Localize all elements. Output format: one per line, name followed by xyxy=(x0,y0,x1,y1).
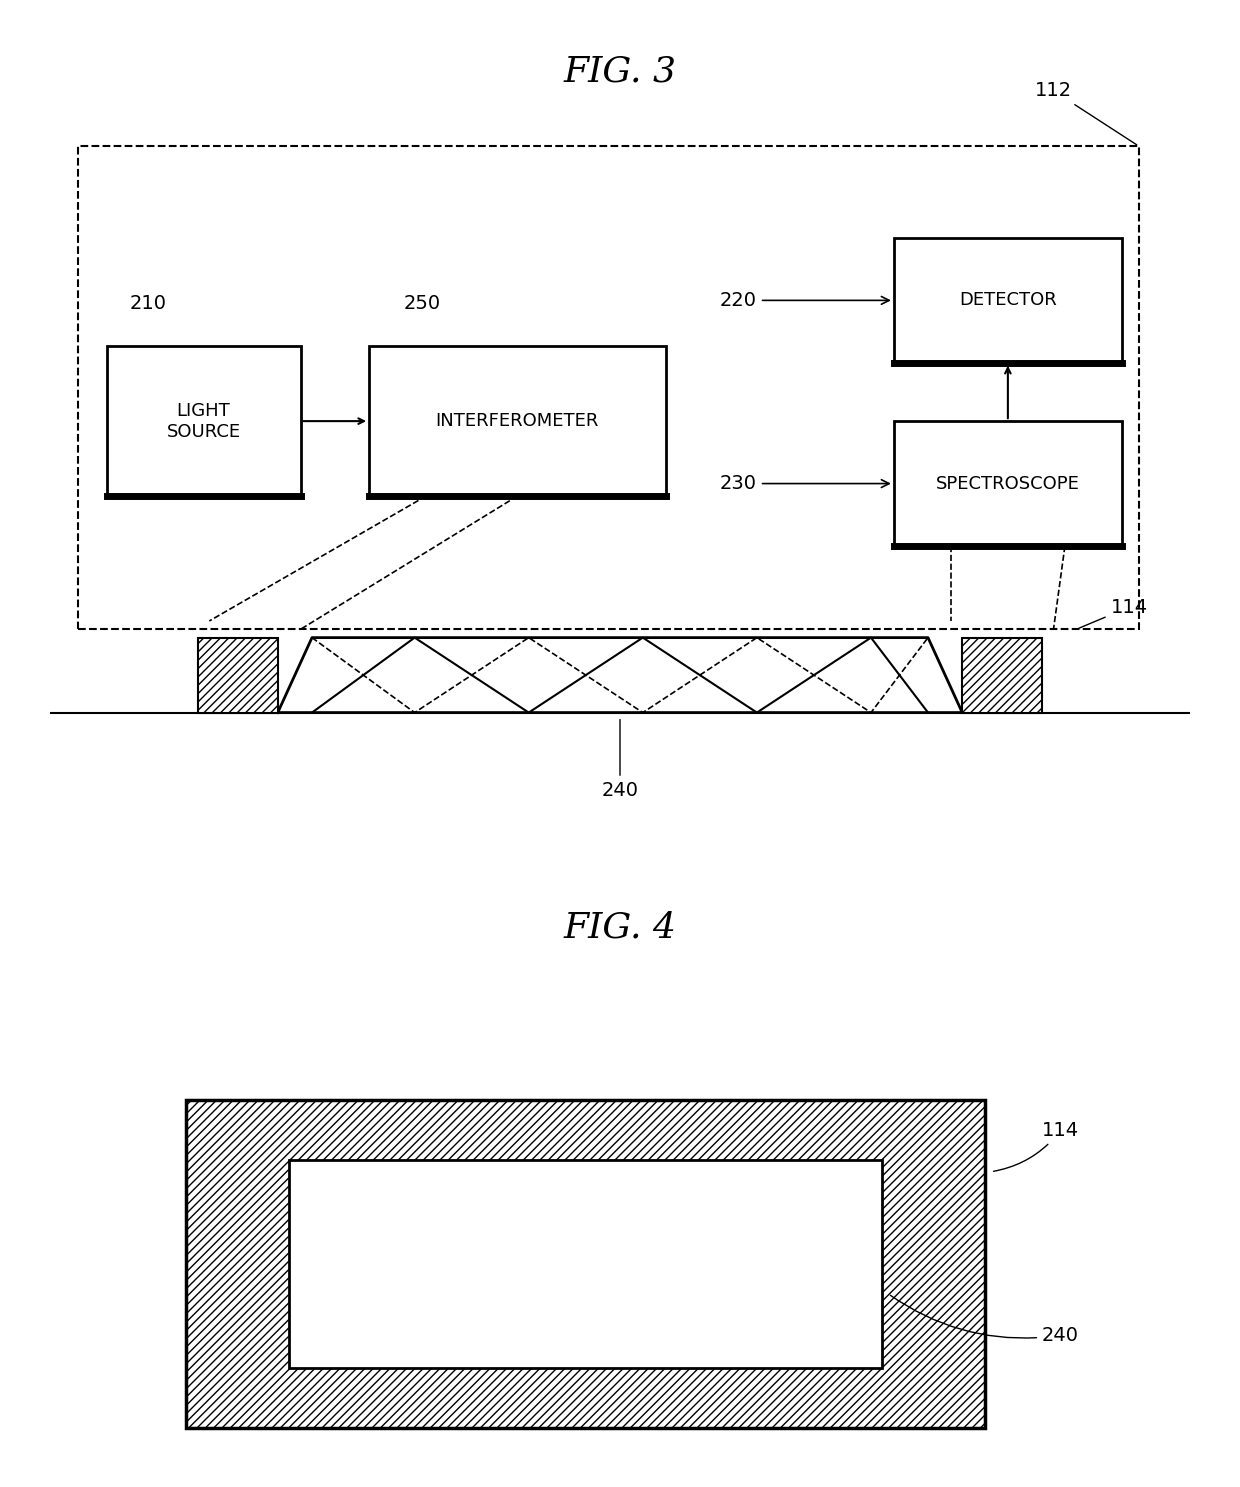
Text: 114: 114 xyxy=(993,1121,1079,1172)
Bar xyxy=(894,421,1122,546)
Bar xyxy=(78,146,1140,629)
Bar xyxy=(370,346,666,497)
Text: FIG. 3: FIG. 3 xyxy=(563,55,677,89)
Text: FIG. 4: FIG. 4 xyxy=(563,910,677,944)
Text: 112: 112 xyxy=(1035,82,1137,144)
Text: SPECTROSCOPE: SPECTROSCOPE xyxy=(936,474,1080,492)
Text: 210: 210 xyxy=(129,294,166,312)
Bar xyxy=(289,1160,883,1368)
Text: 250: 250 xyxy=(403,294,440,312)
Bar xyxy=(962,638,1042,712)
Bar xyxy=(894,238,1122,363)
Text: 240: 240 xyxy=(601,720,639,800)
Polygon shape xyxy=(278,638,962,712)
Text: 230: 230 xyxy=(720,474,889,494)
Text: 240: 240 xyxy=(890,1295,1079,1344)
Text: 114: 114 xyxy=(1079,598,1148,628)
Bar xyxy=(107,346,300,497)
Text: INTERFEROMETER: INTERFEROMETER xyxy=(435,412,599,430)
Bar xyxy=(198,638,278,712)
Text: LIGHT
SOURCE: LIGHT SOURCE xyxy=(166,401,241,440)
Bar xyxy=(186,1100,985,1428)
Text: 220: 220 xyxy=(720,291,889,309)
Text: DETECTOR: DETECTOR xyxy=(959,291,1056,309)
